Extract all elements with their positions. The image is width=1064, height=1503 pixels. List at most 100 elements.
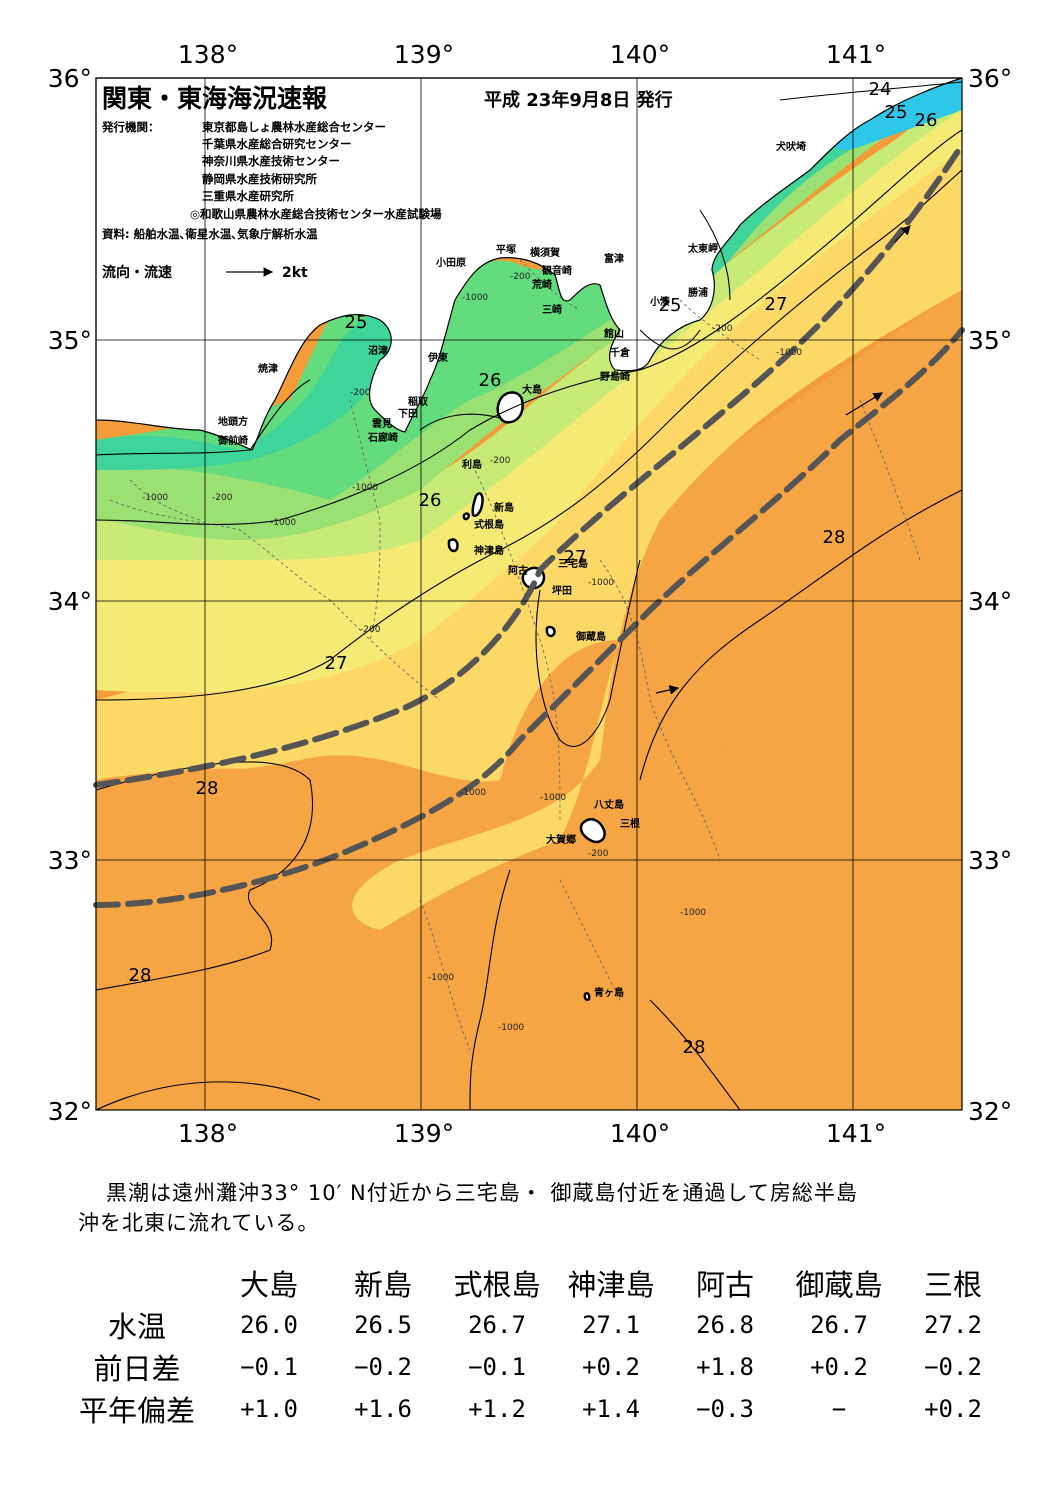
isotherm-label: 28	[683, 1037, 706, 1058]
place-name: 平塚	[496, 243, 516, 256]
place-name: 坪田	[552, 584, 572, 597]
graticule	[96, 78, 962, 1110]
depth-label: -200	[360, 625, 381, 635]
depth-label: -1000	[352, 483, 378, 493]
station-header: 神津島	[567, 1268, 655, 1302]
issuers-label: 発行機関：	[101, 120, 160, 134]
table-cell: −0.1	[240, 1353, 298, 1381]
isotherm-label: 26	[419, 490, 442, 511]
lat-ticks-right: 36° 35° 34° 33° 32°	[968, 64, 1012, 1126]
place-name: 式根島	[474, 518, 504, 531]
table-cell: −0.1	[468, 1353, 526, 1381]
isotherm-label: 25	[345, 312, 368, 333]
table-row: 前日差 −0.1 −0.2 −0.1 +0.2 +1.8 +0.2 −0.2	[62, 1346, 1010, 1388]
depth-label: -1000	[776, 348, 802, 358]
lon-tick: 139°	[394, 40, 454, 69]
map-title: 関東・東海海況速報	[102, 84, 328, 113]
summary-line-2: 沖を北東に流れている。	[78, 1211, 320, 1235]
depth-label: -1000	[680, 908, 706, 918]
shikinejima-island	[462, 512, 470, 521]
mikurajima-island	[545, 625, 556, 638]
place-name: 伊東	[427, 351, 448, 364]
table-cell: +1.0	[240, 1395, 298, 1423]
issuer-block: 発行機関： 東京都島しょ農林水産総合センター 千葉県水産総合研究センター 神奈川…	[101, 120, 442, 241]
place-name: 神津島	[474, 544, 504, 557]
place-name: 太東岬	[687, 242, 718, 255]
place-name: 観音崎	[542, 264, 572, 277]
depth-label: -1000	[462, 293, 488, 303]
depth-label: -1000	[142, 493, 168, 503]
isotherm-label: 27	[325, 653, 348, 674]
table-cell: −0.3	[696, 1395, 754, 1423]
depth-label: -1000	[460, 788, 486, 798]
isotherm-labels: 24 25 26 27 25 25 26 26 27 27 28 28 28 2…	[129, 79, 938, 1058]
isotherm-label: 25	[659, 295, 682, 316]
place-name: 犬吠埼	[776, 140, 806, 153]
depth-label: -1000	[588, 578, 614, 588]
table-cell: 26.8	[696, 1311, 754, 1339]
current-legend-label: 流向・流速	[102, 264, 172, 281]
depth-label: -200	[588, 849, 609, 859]
hachijojima-island	[579, 818, 606, 844]
lon-tick: 140°	[610, 1119, 670, 1148]
map-frame	[95, 77, 963, 1111]
place-name: 小湊	[649, 295, 671, 308]
issuer: 静岡県水産技術研究所	[202, 172, 317, 186]
land	[95, 77, 963, 451]
table-cell: +1.6	[354, 1395, 412, 1423]
isotherm-label: 28	[823, 527, 846, 548]
row-label: 平年偏差	[78, 1394, 195, 1428]
place-names: 犬吠埼 太東岬 勝浦 小湊 富津 横須賀 観音崎 荒崎 三崎 平塚 小田原 館山…	[217, 140, 806, 999]
station-header: 阿古	[695, 1268, 754, 1302]
place-name: 野島崎	[600, 370, 630, 383]
place-name: 千倉	[610, 346, 631, 359]
table-cell: +0.2	[582, 1353, 640, 1381]
place-name: 小田原	[435, 256, 466, 269]
depth-label: -200	[212, 493, 233, 503]
lat-ticks-left: 36° 35° 34° 33° 32°	[48, 64, 92, 1126]
table-row: 水温 26.0 26.5 26.7 27.1 26.8 26.7 27.2	[62, 1304, 1010, 1346]
lat-tick: 33°	[968, 846, 1012, 875]
place-name: 青ヶ島	[594, 986, 624, 999]
depth-label: -1000	[428, 973, 454, 983]
lon-tick: 141°	[826, 40, 886, 69]
table-cell: +0.2	[810, 1353, 868, 1381]
station-header: 三根	[923, 1268, 982, 1302]
place-name: 阿古	[508, 564, 528, 577]
issue-date: 平成 23年9月8日 発行	[484, 89, 673, 111]
lat-tick: 35°	[968, 326, 1012, 355]
lon-tick: 140°	[610, 40, 670, 69]
sources: 資料: 船舶水温､衛星水温､気象庁解析水温	[102, 227, 318, 241]
place-name: 地頭方	[218, 415, 248, 428]
lon-ticks-top: 138° 139° 140° 141°	[178, 40, 886, 69]
depth-contours	[109, 259, 921, 1051]
place-name: 御前崎	[217, 434, 248, 447]
table-cell: 27.1	[582, 1311, 640, 1339]
place-name: 荒崎	[531, 278, 552, 291]
issuer: 神奈川県水産技術センター	[202, 154, 340, 168]
table-cell: +1.4	[582, 1395, 640, 1423]
table-cell: 26.5	[354, 1311, 412, 1339]
depth-label: -200	[712, 324, 733, 334]
table-cell: 27.2	[924, 1311, 982, 1339]
place-name: 館山	[603, 327, 624, 340]
corner-cell	[62, 1262, 212, 1304]
depth-label: -200	[510, 272, 531, 282]
niijima-island	[471, 492, 484, 517]
kozushima-island	[447, 538, 459, 553]
islands	[447, 391, 606, 1001]
station-header: 大島	[239, 1268, 298, 1302]
table-cell: 26.7	[468, 1311, 526, 1339]
depth-label: -1000	[498, 1023, 524, 1033]
issuer: 三重県水産研究所	[202, 189, 294, 203]
kuroshio-axis	[93, 142, 965, 908]
place-name: 石廊崎	[367, 431, 398, 444]
station-header: 式根島	[453, 1268, 541, 1302]
place-name: 新島	[494, 501, 514, 514]
table-cell: 26.0	[240, 1311, 298, 1339]
station-header: 御蔵島	[795, 1268, 883, 1302]
summary-text: 黒潮は遠州灘沖33° 10′ N付近から三宅島・ 御蔵島付近を通過して房総半島 …	[78, 1178, 998, 1238]
isotherm-label: 26	[479, 370, 502, 391]
issuer: 東京都島しょ農林水産総合センター	[202, 120, 386, 134]
place-name: 大賀郷	[546, 833, 576, 846]
